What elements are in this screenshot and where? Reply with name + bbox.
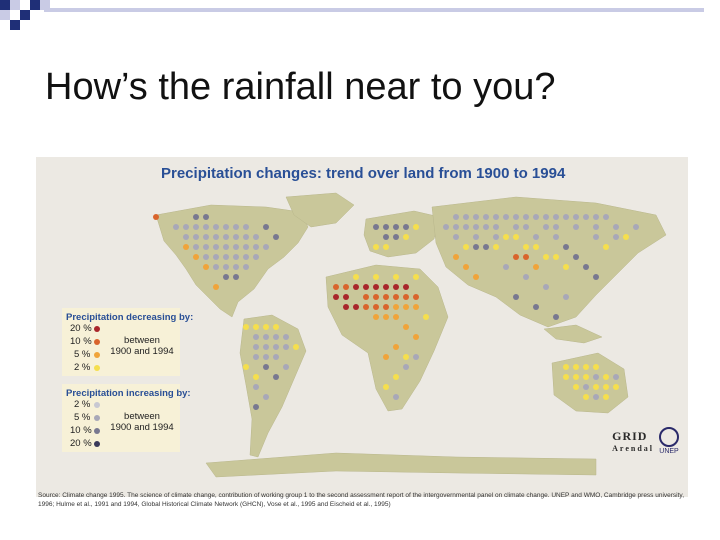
legend-decreasing-title: Precipitation decreasing by:: [66, 312, 194, 323]
legend-dot-dec-2: [94, 365, 100, 371]
antarctica: [205, 452, 597, 478]
legend-decreasing-row: 20 %: [70, 323, 92, 334]
trend-dots: [153, 214, 639, 410]
indonesia: [543, 324, 603, 344]
legend-dot-dec-20: [94, 326, 100, 332]
north-america: [155, 204, 309, 318]
legend-decreasing-row: 10 %: [70, 336, 92, 347]
legend-dot-inc-2: [94, 402, 100, 408]
map-title: Precipitation changes: trend over land f…: [161, 165, 566, 182]
legend-increasing-row: 5 %: [74, 412, 91, 423]
legend-decreasing-period: between 1900 and 1994: [110, 335, 174, 357]
landmasses: [155, 192, 667, 478]
europe: [363, 210, 441, 258]
legend-dot-dec-10: [94, 339, 100, 345]
legend-dot-inc-10: [94, 428, 100, 434]
legend-increasing-period: between 1900 and 1994: [110, 411, 174, 433]
legend-decreasing-row: 2 %: [74, 362, 91, 373]
legend-increasing-row: 10 %: [70, 425, 92, 436]
legend-dot-inc-5: [94, 415, 100, 421]
grid-logo-text: GRID: [612, 429, 648, 443]
grid-arendal-logo: GRID Arendal: [612, 429, 654, 453]
precipitation-map-figure: Precipitation changes: trend over land f…: [36, 157, 688, 497]
unep-logo-text: UNEP: [659, 448, 679, 455]
legend-increasing-title: Precipitation increasing by:: [66, 388, 191, 399]
unep-emblem-icon: [659, 427, 679, 447]
legend-decreasing: Precipitation decreasing by: 20 % 10 % 5…: [62, 308, 194, 376]
unep-logo: UNEP: [658, 427, 680, 457]
greenland: [285, 192, 355, 228]
legend-dot-dec-5: [94, 352, 100, 358]
slide-corner-decoration: [0, 0, 60, 40]
africa: [325, 264, 449, 412]
legend-increasing: Precipitation increasing by: 2 % 5 % 10 …: [62, 384, 191, 452]
arendal-logo-text: Arendal: [612, 444, 654, 453]
australia: [551, 352, 629, 414]
legend-increasing-row: 2 %: [74, 399, 91, 410]
legend-increasing-row: 20 %: [70, 438, 92, 449]
south-america: [239, 314, 307, 458]
world-map: [153, 192, 667, 478]
asia: [431, 196, 667, 328]
slide-title: How’s the rainfall near to you?: [45, 66, 556, 108]
slide-top-rule: [44, 8, 704, 12]
figure-source-note: Source: Climate change 1995. The science…: [38, 492, 685, 508]
legend-dot-inc-20: [94, 441, 100, 447]
legend-decreasing-row: 5 %: [74, 349, 91, 360]
